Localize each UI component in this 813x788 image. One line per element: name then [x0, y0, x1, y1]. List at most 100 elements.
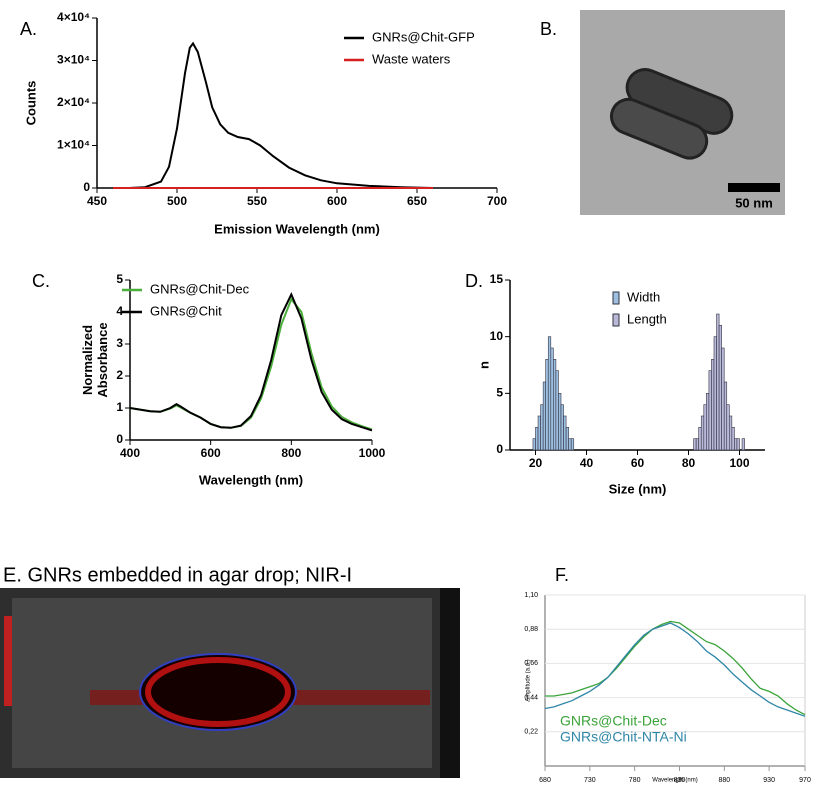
y-axis-label: Absorbance [95, 322, 110, 397]
legend-swatch [612, 313, 620, 327]
histogram-bar [698, 427, 702, 451]
histogram-bar [532, 438, 536, 451]
legend-label: GNRs@Chit [150, 303, 222, 318]
y-tick-label: 4 [116, 304, 123, 318]
panel-label: D. [465, 271, 483, 291]
x-tick-label: 40 [580, 456, 594, 470]
histogram-bar [693, 438, 697, 451]
y-tick-label: 0,44 [524, 694, 538, 701]
series-line [545, 620, 806, 716]
y-tick-label: 15 [490, 272, 504, 286]
y-tick-label: 0,22 [524, 729, 538, 736]
tem-image: 50 nm [580, 10, 785, 215]
y-tick-label: 4×10⁴ [57, 10, 90, 24]
panel-label: C. [32, 271, 50, 291]
y-tick-label: 2×10⁴ [57, 95, 90, 109]
histogram-bar [736, 438, 740, 451]
x-tick-label: 780 [629, 777, 641, 784]
y-tick-label: 0,88 [524, 626, 538, 633]
ultrasound-image [0, 588, 460, 778]
histogram-bar [550, 347, 554, 451]
x-tick-label: 60 [631, 456, 645, 470]
x-tick-label: 400 [120, 446, 140, 460]
x-tick-label: 20 [529, 456, 543, 470]
x-tick-label: 730 [584, 777, 596, 784]
panel-label: E. GNRs embedded in agar drop; NIR-I [3, 564, 352, 586]
histogram-bar [553, 359, 557, 451]
histogram-bar [700, 415, 705, 451]
histogram-bar [545, 359, 549, 451]
y-tick-label: 3×10⁴ [57, 53, 90, 67]
series-line [544, 622, 806, 717]
legend-label: Waste waters [372, 51, 451, 66]
y-axis-label: n [476, 361, 491, 369]
legend-label: Width [627, 289, 660, 304]
y-tick-label: 1 [116, 400, 123, 414]
histogram-bar [741, 438, 745, 451]
y-tick-label: 3 [116, 336, 123, 350]
histogram-bar [535, 427, 539, 451]
histogram-bar [721, 347, 725, 451]
scale-bar-label: 50 nm [735, 195, 773, 210]
histogram-bar [570, 438, 575, 451]
histogram-bar [560, 404, 564, 451]
histogram-bar [563, 415, 567, 451]
x-tick-label: 100 [729, 456, 749, 470]
x-tick-label: 450 [87, 194, 107, 208]
histogram-bar [728, 415, 733, 451]
legend-label: GNRs@Chit-NTA-Ni [560, 729, 687, 745]
y-axis-label: Normalized [80, 325, 95, 395]
y-tick-label: 10 [490, 329, 504, 343]
legend-label: GNRs@Chit-GFP [372, 29, 475, 44]
y-tick-label: 0 [496, 442, 503, 456]
y-tick-label: 5 [116, 272, 123, 286]
series-line [113, 41, 434, 189]
y-tick-label: 0,66 [524, 660, 538, 667]
y-tick-label: 0 [116, 432, 123, 446]
panel-label: A. [20, 19, 37, 39]
panel-label: B. [540, 19, 557, 39]
legend-label: GNRs@Chit-Dec [150, 281, 250, 296]
series-line [129, 291, 373, 432]
histogram-bar [542, 381, 547, 451]
legend-label: Length [627, 311, 667, 326]
histogram-bar [711, 359, 715, 451]
x-axis-label: Emission Wavelength (nm) [214, 221, 380, 236]
y-tick-label: 5 [496, 386, 503, 400]
x-axis-label: Wavelength (nm) [199, 472, 303, 487]
histogram-bar [703, 404, 707, 451]
x-tick-label: 1000 [359, 446, 386, 460]
legend-swatch [612, 291, 620, 305]
histogram-bar [718, 325, 722, 451]
x-tick-label: 830 [674, 777, 686, 784]
x-tick-label: 700 [487, 194, 507, 208]
x-tick-label: 600 [327, 194, 347, 208]
x-tick-label: 600 [201, 446, 221, 460]
x-tick-label: 970 [799, 777, 811, 784]
y-tick-label: 1×10⁴ [57, 138, 90, 152]
histogram-bar [706, 393, 710, 451]
y-tick-label: 0 [83, 180, 90, 194]
histogram-bar [726, 404, 730, 451]
histogram-bar [723, 381, 728, 451]
x-tick-label: 800 [281, 446, 301, 460]
histogram-bar [713, 336, 717, 451]
x-tick-label: 680 [539, 777, 551, 784]
x-axis-label: Wavelength (nm) [652, 778, 697, 784]
y-axis-label: Counts [23, 81, 38, 126]
x-tick-label: 500 [167, 194, 187, 208]
histogram-bar [547, 336, 552, 451]
histogram-bar [558, 393, 562, 451]
y-tick-label: 2 [116, 368, 123, 382]
histogram-bar [540, 404, 544, 451]
panel-label: F. [555, 565, 569, 585]
histogram-bar [695, 438, 700, 451]
histogram-bar [555, 370, 559, 451]
x-tick-label: 80 [682, 456, 696, 470]
histogram-bar [565, 427, 569, 451]
histogram-bar [537, 415, 541, 451]
histogram-bar [731, 427, 735, 451]
x-tick-label: 650 [407, 194, 427, 208]
x-tick-label: 550 [247, 194, 267, 208]
